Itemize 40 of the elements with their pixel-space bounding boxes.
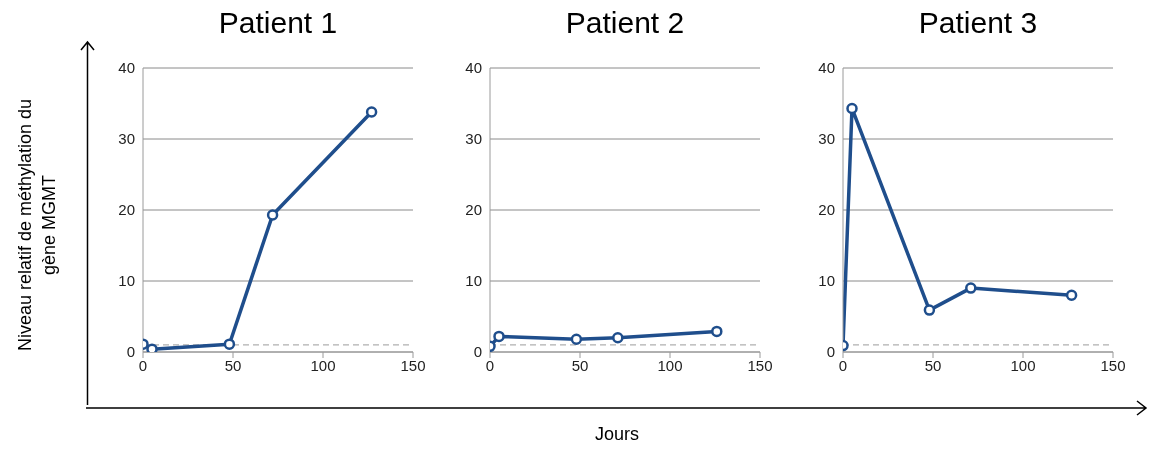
x-tick-label: 100 — [310, 356, 336, 374]
point — [923, 304, 936, 316]
y-tick-label: 20 — [818, 201, 835, 219]
chart-title: Patient 3 — [917, 6, 1039, 40]
x-tick-label: 150 — [1100, 356, 1126, 374]
chart-title: Patient 1 — [217, 6, 339, 40]
point — [365, 106, 378, 118]
x-tick-label: 100 — [1010, 356, 1036, 374]
chart-title: Patient 2 — [564, 6, 686, 40]
y-tick-label: 0 — [826, 343, 835, 361]
y-tick-label: 10 — [465, 272, 482, 290]
point — [223, 338, 236, 350]
x-tick-label: 0 — [838, 356, 848, 374]
x-tick-label: 50 — [224, 356, 242, 374]
x-tick-label: 50 — [924, 356, 942, 374]
x-tick-label: 0 — [485, 356, 495, 374]
y-tick-label: 0 — [126, 343, 135, 361]
point — [146, 343, 158, 352]
point — [1065, 289, 1078, 301]
y-tick-label: 30 — [818, 130, 835, 148]
x-tick-label: 100 — [657, 356, 683, 374]
point — [965, 282, 977, 294]
x-tick-label: 150 — [400, 356, 426, 374]
y-axis-title: Niveau relatif de méthylation du gène MGMT — [14, 97, 60, 354]
y-tick-label: 40 — [465, 59, 482, 77]
y-tick-label: 0 — [473, 343, 482, 361]
y-tick-label: 40 — [118, 59, 135, 77]
x-tick-label: 0 — [138, 356, 148, 374]
y-tick-label: 30 — [118, 130, 135, 148]
x-tick-label: 150 — [747, 356, 773, 374]
x-tick-label: 50 — [571, 356, 589, 374]
point — [846, 102, 858, 115]
y-tick-label: 30 — [465, 130, 482, 148]
x-axis-title: Jours — [594, 424, 640, 445]
y-tick-label: 20 — [118, 201, 135, 219]
y-tick-label: 10 — [118, 272, 135, 290]
y-tick-label: 10 — [818, 272, 835, 290]
y-tick-label: 40 — [818, 59, 835, 77]
y-tick-label: 20 — [465, 201, 482, 219]
point — [266, 209, 279, 221]
